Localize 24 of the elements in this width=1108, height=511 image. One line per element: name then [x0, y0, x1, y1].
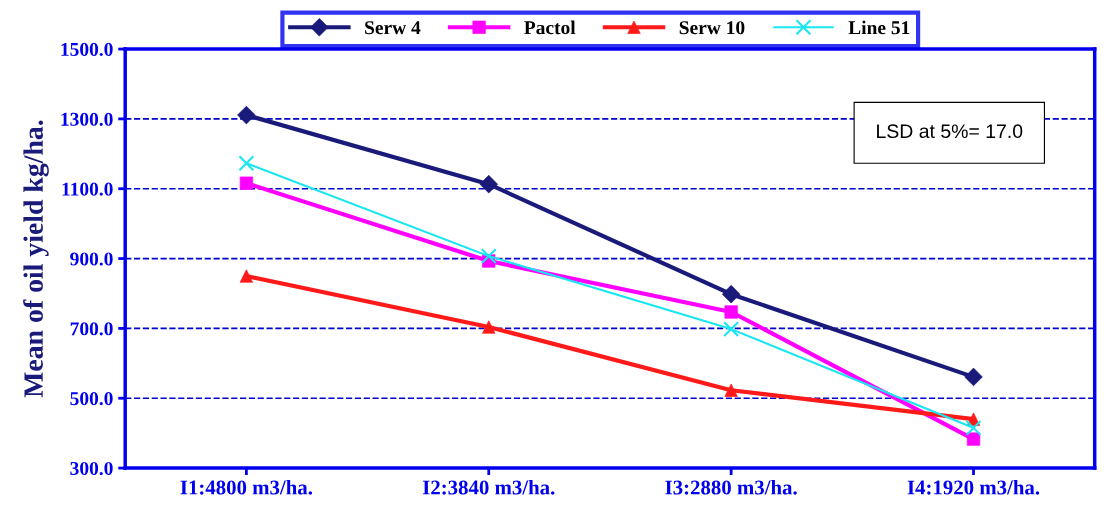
point	[237, 105, 256, 125]
legend-label: Serw 4	[365, 21, 421, 35]
y-tick-label: 700.0	[70, 322, 113, 336]
annotation: LSD at 5%= 17.0	[877, 124, 1023, 139]
legend-label: Line 51	[848, 20, 910, 35]
x-tick-label: I3:2880 m3/ha.	[665, 479, 797, 495]
y-tick-label: 1500.0	[61, 42, 113, 57]
point	[480, 248, 497, 265]
legend-label: Pactol	[524, 20, 576, 35]
point	[238, 155, 255, 172]
x-tick-label: I4:1920 m3/ha.	[907, 479, 1040, 495]
legend-label: Serw 10	[679, 21, 745, 35]
point	[964, 367, 983, 387]
x-tick-label: I2:3840 m3/ha.	[422, 479, 555, 495]
y-tick-label: 900.0	[70, 252, 113, 266]
y-axis-title: Mean of oil yield kg/ha.	[23, 120, 49, 398]
y-tick-label: 500.0	[70, 392, 113, 406]
y-tick-label: 300.0	[70, 461, 113, 476]
point	[965, 419, 982, 436]
y-tick-label: 1100.0	[62, 182, 113, 196]
y-tick-label: 1300.0	[61, 112, 113, 126]
x-tick-label: I1:4800 m3/ha.	[180, 479, 313, 495]
point	[723, 321, 740, 338]
point	[239, 176, 253, 190]
